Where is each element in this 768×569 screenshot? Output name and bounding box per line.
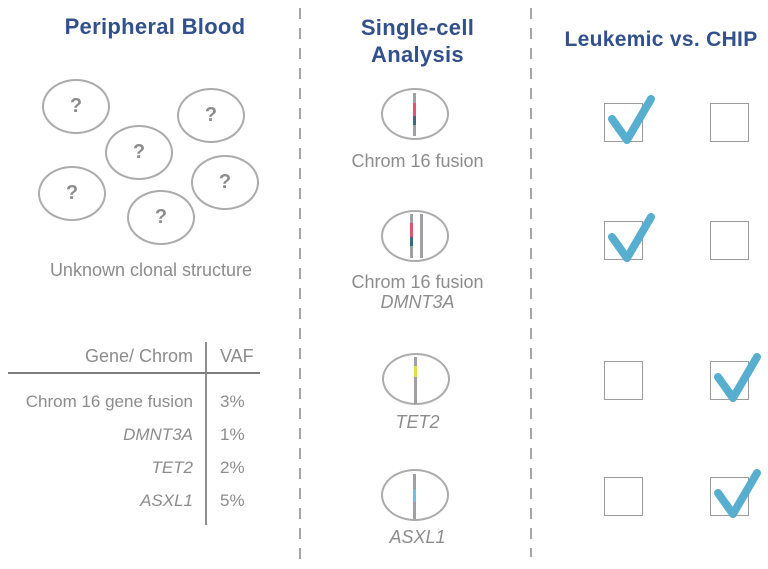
table-cell-gene: DMNT3A [8, 418, 207, 451]
question-mark: ? [65, 182, 79, 204]
checkmark-icon [714, 353, 761, 402]
chromosome [413, 93, 416, 136]
middle-title-line2: Analysis [371, 42, 464, 67]
cell-label: Chrom 16 fusion [351, 151, 484, 171]
unknown-cell: ? [177, 88, 245, 143]
chromosome [410, 214, 413, 258]
tet2-yellow-segment [414, 366, 417, 377]
checkbox-row1-leukemic [604, 95, 655, 144]
checkbox-row4-leukemic [604, 477, 643, 516]
checkbox-row1-chip [710, 103, 749, 142]
middle-title-line1: Single-cell [360, 15, 475, 40]
cell-sublabel: DMNT3A [380, 292, 455, 312]
vaf-table: Gene/ Chrom VAF Chrom 16 gene fusion 3% … [8, 342, 260, 525]
checkmark-icon [608, 213, 655, 262]
table-cell-vaf: 5% [220, 490, 245, 510]
cell-label: TET2 [395, 412, 440, 432]
single-cell-asxl1 [381, 469, 449, 521]
checkbox-row2-chip [710, 221, 749, 260]
dashed-divider-left [299, 8, 301, 561]
cell-label: Chrom 16 fusion [351, 272, 484, 292]
checkmark-icon [714, 469, 761, 518]
question-mark: ? [69, 95, 83, 117]
single-cell-tet2 [382, 353, 450, 405]
left-column-title: Peripheral Blood [64, 14, 246, 39]
checkbox-row3-chip [710, 353, 761, 402]
chromosome [414, 357, 417, 404]
unknown-cell: ? [127, 190, 195, 245]
question-mark: ? [154, 206, 168, 228]
table-cell-gene: Chrom 16 gene fusion [8, 385, 207, 418]
table-cell-vaf: 1% [220, 424, 245, 444]
chromosome [413, 474, 416, 519]
question-mark: ? [132, 141, 146, 163]
chrom16-fusion-teal-segment [413, 116, 416, 125]
question-mark: ? [218, 171, 232, 193]
clonal-structure-caption: Unknown clonal structure [49, 260, 253, 280]
checkmark-icon [608, 95, 655, 144]
middle-column-title: Single-cell Analysis [330, 14, 505, 68]
asxl1-cyan-segment [413, 489, 416, 502]
table-cell-gene: TET2 [8, 451, 207, 484]
table-spacer [207, 374, 260, 385]
table-cell-vaf: 3% [220, 391, 245, 411]
table-spacer [8, 517, 207, 525]
chrom16-fusion-red-segment [410, 223, 413, 237]
unknown-cell: ? [42, 79, 110, 134]
unknown-cell: ? [191, 155, 259, 210]
single-cell-chrom16-dmnt3a [381, 210, 449, 262]
table-spacer [8, 374, 207, 385]
chrom16-fusion-teal-segment [410, 237, 413, 246]
checkbox-row4-chip [710, 469, 761, 518]
chrom16-fusion-red-segment [413, 103, 416, 116]
question-mark: ? [204, 104, 218, 126]
cell-label: ASXL1 [389, 527, 446, 547]
chromosome [420, 214, 423, 258]
checkbox-row2-leukemic [604, 213, 655, 262]
table-header-gene: Gene/ Chrom [8, 342, 207, 374]
checkbox-row3-leukemic [604, 361, 643, 400]
unknown-cell: ? [105, 125, 173, 180]
table-spacer [207, 517, 260, 525]
dashed-divider-right [530, 8, 532, 557]
table-cell-gene: ASXL1 [8, 484, 207, 517]
table-cell-vaf: 2% [220, 457, 245, 477]
table-header-vaf: VAF [207, 342, 260, 374]
right-column-title: Leukemic vs. CHIP [564, 28, 758, 51]
unknown-cell: ? [38, 166, 106, 221]
single-cell-chrom16 [381, 88, 449, 140]
